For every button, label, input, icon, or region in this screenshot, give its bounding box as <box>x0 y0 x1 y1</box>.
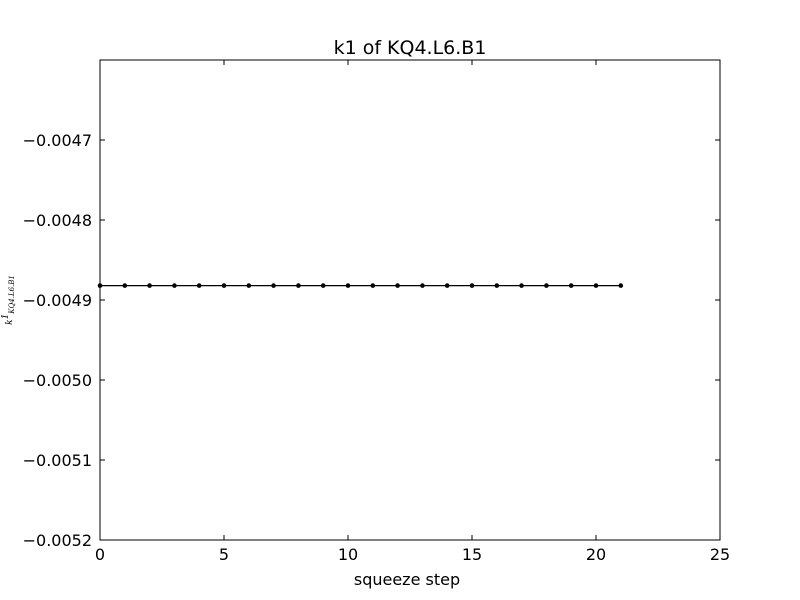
data-point <box>519 283 524 288</box>
y-tick-label: −0.0048 <box>23 211 92 230</box>
x-tick-label: 25 <box>710 545 730 564</box>
y-tick-label: −0.0047 <box>23 131 92 150</box>
data-point <box>196 283 202 288</box>
data-point <box>544 283 549 288</box>
x-tick-label: 20 <box>586 545 606 564</box>
data-point <box>494 283 500 288</box>
x-tick-label: 0 <box>95 545 105 564</box>
x-tick-label: 15 <box>462 545 482 564</box>
data-point <box>122 283 128 288</box>
ticks-layer: 0 5 10 15 20 25 −0.0047 −0.0048 −0.0049 −0.0050 −0… <box>23 60 730 564</box>
y-axis-label: k1KQ4.L6.B1 <box>1 275 16 325</box>
data-point <box>345 283 351 288</box>
data-point <box>147 283 152 288</box>
data-point <box>395 283 400 288</box>
data-point <box>320 283 326 288</box>
data-point <box>271 283 276 288</box>
data-point <box>172 283 177 288</box>
y-tick-label: −0.0050 <box>23 371 92 390</box>
data-point <box>568 283 574 288</box>
y-tick-label: −0.0051 <box>23 451 92 470</box>
data-point <box>246 283 252 288</box>
y-axis-label-main: k <box>5 319 15 324</box>
series-layer <box>97 283 624 288</box>
y-axis-label-subscript: KQ4.L6.B1 <box>8 275 16 315</box>
y-tick-label: −0.0049 <box>23 291 92 310</box>
svg-text:k1KQ4.L6.B1: k1KQ4.L6.B1 <box>1 275 16 325</box>
y-tick-label: −0.0052 <box>23 531 92 550</box>
y-axis-label-superscript: 1 <box>1 314 11 320</box>
plot-frame <box>99 59 721 541</box>
chart-title: k1 of KQ4.L6.B1 <box>334 37 487 59</box>
data-point <box>593 283 599 288</box>
x-tick-label: 10 <box>338 545 358 564</box>
data-point <box>469 283 475 288</box>
data-point <box>420 283 425 288</box>
data-point <box>618 283 624 288</box>
x-tick-label: 5 <box>219 545 229 564</box>
data-point <box>221 283 227 288</box>
data-point <box>444 283 450 288</box>
data-point <box>370 283 376 288</box>
data-point <box>296 283 301 288</box>
x-axis-label: squeeze step <box>354 570 460 589</box>
